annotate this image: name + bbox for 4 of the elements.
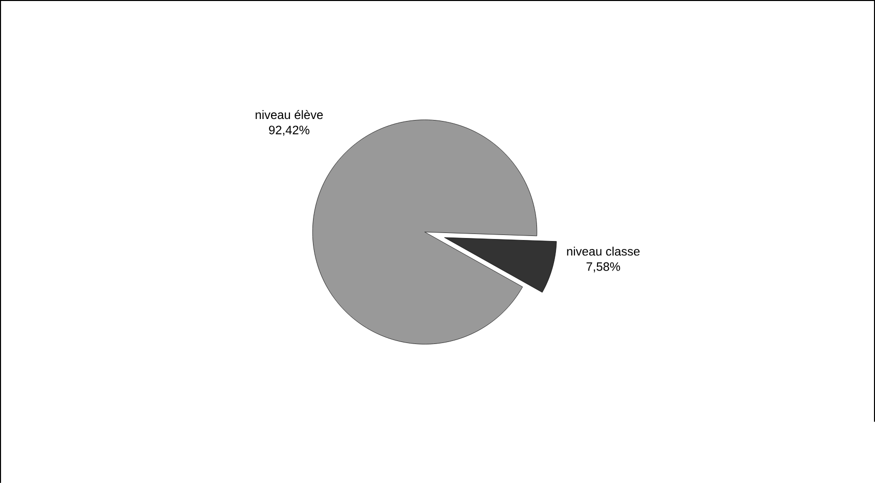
slice-label: niveau classe (567, 246, 640, 256)
data-label: 7,58% (586, 262, 620, 272)
data-label: 92,42% (269, 126, 310, 136)
slice-label: niveau élève (256, 110, 323, 119)
